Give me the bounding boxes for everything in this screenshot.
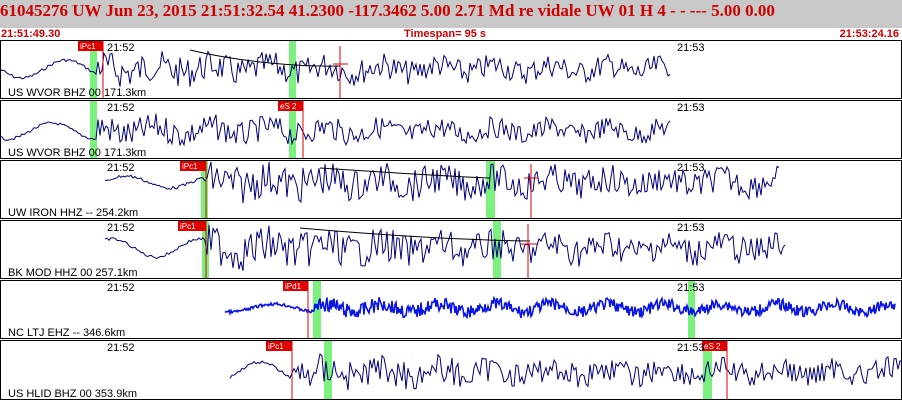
- phase-label: iPc1: [180, 222, 196, 231]
- arrival-window: [313, 281, 321, 338]
- start-time: 21:51:49.30: [1, 28, 61, 40]
- phase-pick-flag[interactable]: [178, 221, 206, 231]
- arrival-window: [201, 161, 208, 218]
- station-label: BK MOD HHZ 00 257.1km: [8, 267, 138, 279]
- minute-mark-b: 21:53: [677, 222, 705, 234]
- phase-label: iPc1: [80, 42, 96, 51]
- minute-mark-a: 21:52: [107, 162, 135, 174]
- arrival-window: [289, 101, 296, 158]
- decay-curve: [319, 167, 491, 179]
- station-label: UW IRON HHZ -- 254.2km: [8, 207, 138, 219]
- trace-panel[interactable]: iPc1 21:52 21:53 US WVOR BHZ 00 171.3km: [0, 40, 902, 100]
- arrival-window: [90, 41, 97, 98]
- arrival-window: [324, 341, 332, 399]
- arrival-window: [90, 101, 97, 158]
- trace-panel[interactable]: iPd1 21:52 21:53 NC LTJ EHZ -- 346.6km: [0, 280, 902, 340]
- phase-pick-flag[interactable]: [78, 41, 103, 51]
- minute-mark-b: 21:53: [677, 342, 705, 354]
- minute-mark-a: 21:52: [107, 282, 135, 294]
- waveform-trace: [104, 161, 780, 204]
- station-label: US WVOR BHZ 00 171.3km: [8, 147, 146, 159]
- arrival-window: [289, 41, 296, 98]
- phase-pick-flag[interactable]: [180, 161, 206, 171]
- waveform-trace: [0, 50, 671, 87]
- phase-label: eS 2: [704, 342, 721, 351]
- minute-mark-b: 21:53: [677, 42, 705, 54]
- trace-panel[interactable]: eS 2 21:52 21:53 US WVOR BHZ 00 171.3km: [0, 100, 902, 160]
- minute-mark-a: 21:52: [107, 102, 135, 114]
- minute-mark-b: 21:53: [677, 102, 705, 114]
- decay-curve: [189, 49, 341, 67]
- minute-mark-a: 21:52: [107, 222, 135, 234]
- minute-mark-b: 21:53: [677, 162, 705, 174]
- station-label: NC LTJ EHZ -- 346.6km: [8, 327, 125, 339]
- minute-mark-b: 21:53: [677, 282, 705, 294]
- panel-frame: [0, 220, 902, 279]
- phase-label: iPd1: [285, 282, 302, 291]
- panel-frame: [0, 40, 902, 99]
- phase-pick-flag[interactable]: [283, 281, 308, 291]
- phase-pick-flag[interactable]: [278, 101, 303, 111]
- arrival-window: [703, 341, 712, 399]
- station-label: US WVOR BHZ 00 171.3km: [8, 87, 146, 99]
- seismogram-panels: iPc1 21:52 21:53 US WVOR BHZ 00 171.3km …: [0, 40, 902, 400]
- phase-pick-flag[interactable]: [702, 341, 727, 351]
- event-header: 61045276 UW Jun 23, 2015 21:51:32.54 41.…: [0, 0, 902, 28]
- minute-mark-a: 21:52: [107, 42, 135, 54]
- trace-panel[interactable]: iPc1 21:52 21:53 UW IRON HHZ -- 254.2km: [0, 160, 902, 220]
- arrival-window: [486, 161, 495, 218]
- arrival-window: [493, 221, 501, 278]
- trace-panel[interactable]: iPc1 21:52 21:53 BK MOD HHZ 00 257.1km: [0, 220, 902, 280]
- waveform-trace: [224, 295, 896, 320]
- waveform-trace: [229, 352, 902, 391]
- phase-label: eS 2: [280, 102, 297, 111]
- station-label: US HLID BHZ 00 353.9km: [8, 388, 137, 400]
- phase-label: iPc1: [182, 162, 198, 171]
- end-time: 21:53:24.16: [839, 28, 899, 40]
- trace-panel[interactable]: iPc1 eS 2 21:52 21:53 US HLID BHZ 00 353…: [0, 340, 902, 400]
- decay-curve: [299, 227, 531, 242]
- timespan: Timespan= 95 s: [404, 28, 487, 40]
- phase-label: iPc1: [268, 342, 284, 351]
- event-title: 61045276 UW Jun 23, 2015 21:51:32.54 41.…: [0, 1, 775, 20]
- phase-pick-flag[interactable]: [266, 341, 292, 351]
- waveform-trace: [0, 113, 671, 147]
- panel-frame: [0, 160, 902, 219]
- panel-frame: [0, 340, 902, 400]
- waveform-trace: [104, 224, 786, 271]
- minute-mark-a: 21:52: [107, 342, 135, 354]
